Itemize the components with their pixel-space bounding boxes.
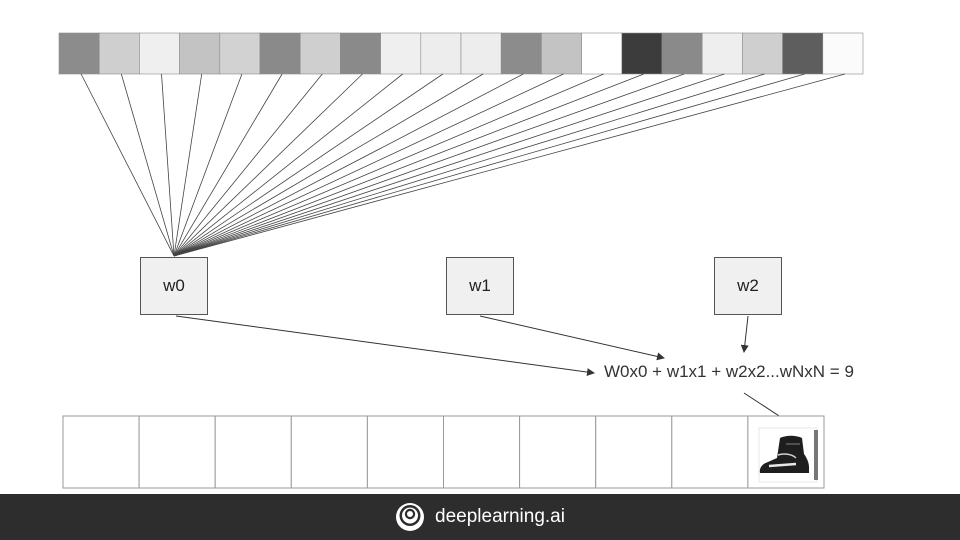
output-cell bbox=[366, 415, 444, 489]
input-cell bbox=[380, 32, 422, 75]
input-connection-line bbox=[173, 73, 524, 257]
input-connection-line bbox=[173, 73, 645, 257]
weight-w2-label: w2 bbox=[737, 276, 759, 295]
deeplearning-logo-icon bbox=[396, 503, 425, 531]
input-connection-line bbox=[173, 73, 604, 257]
output-cell bbox=[519, 415, 597, 489]
input-cell bbox=[98, 32, 140, 75]
arrow-w1-to-equation bbox=[479, 315, 665, 361]
arrow-w2-to-equation bbox=[740, 315, 749, 353]
input-cell bbox=[742, 32, 783, 75]
neural-network-diagram: w0 w1 w2 W0x0 + w1x1 + w2x2...wNxN = 9 bbox=[58, 32, 864, 489]
input-cell bbox=[58, 32, 100, 75]
weight-w2: w2 bbox=[714, 257, 782, 315]
input-cell bbox=[822, 32, 864, 75]
weight-w0-label: w0 bbox=[163, 276, 185, 295]
input-connection-line bbox=[80, 73, 175, 257]
output-vector bbox=[62, 415, 825, 489]
input-cell bbox=[420, 32, 462, 75]
input-cell bbox=[299, 32, 341, 75]
input-connection-line bbox=[120, 73, 175, 257]
input-connection-line bbox=[173, 73, 685, 257]
input-cell bbox=[219, 32, 261, 75]
input-connection-line bbox=[173, 73, 444, 257]
weight-w1-label: w1 bbox=[469, 276, 491, 295]
diagram-canvas bbox=[58, 32, 864, 489]
input-cell bbox=[340, 32, 381, 75]
footer-bar: deeplearning.ai bbox=[0, 494, 960, 540]
input-cell bbox=[581, 32, 623, 75]
boot-image bbox=[752, 424, 822, 486]
input-cell bbox=[782, 32, 824, 75]
output-cell bbox=[290, 415, 368, 489]
weight-w0: w0 bbox=[140, 257, 208, 315]
input-cell bbox=[259, 32, 301, 75]
input-connection-line bbox=[173, 73, 243, 257]
input-cell bbox=[139, 32, 180, 75]
input-connection-line bbox=[173, 73, 403, 257]
input-connection-line bbox=[161, 73, 175, 257]
input-connection-line bbox=[173, 73, 725, 257]
input-cell bbox=[541, 32, 582, 75]
input-cell bbox=[460, 32, 502, 75]
input-connection-line bbox=[173, 73, 363, 257]
output-cell bbox=[443, 415, 521, 489]
input-cell bbox=[500, 32, 542, 75]
input-connection-line bbox=[173, 73, 283, 257]
input-connection-line bbox=[173, 73, 805, 257]
output-cell bbox=[214, 415, 292, 489]
arrow-w0-to-equation bbox=[175, 315, 595, 377]
input-cell bbox=[661, 32, 703, 75]
output-cell bbox=[595, 415, 673, 489]
input-connection-line bbox=[173, 73, 564, 257]
output-cell bbox=[62, 415, 140, 489]
input-cell bbox=[701, 32, 743, 75]
input-cell bbox=[179, 32, 221, 75]
input-cell bbox=[621, 32, 663, 75]
output-cell bbox=[138, 415, 216, 489]
input-connections bbox=[80, 73, 846, 257]
input-connection-line bbox=[173, 73, 765, 257]
input-connection-line bbox=[173, 73, 203, 257]
output-cell bbox=[671, 415, 749, 489]
brand-name: deeplearning.ai bbox=[435, 506, 565, 527]
input-connection-line bbox=[173, 73, 484, 257]
weighted-sum-equation: W0x0 + w1x1 + w2x2...wNxN = 9 bbox=[604, 362, 854, 381]
weight-w1: w1 bbox=[446, 257, 514, 315]
input-vector bbox=[58, 32, 864, 75]
input-connection-line bbox=[173, 73, 846, 257]
input-connection-line bbox=[173, 73, 323, 257]
